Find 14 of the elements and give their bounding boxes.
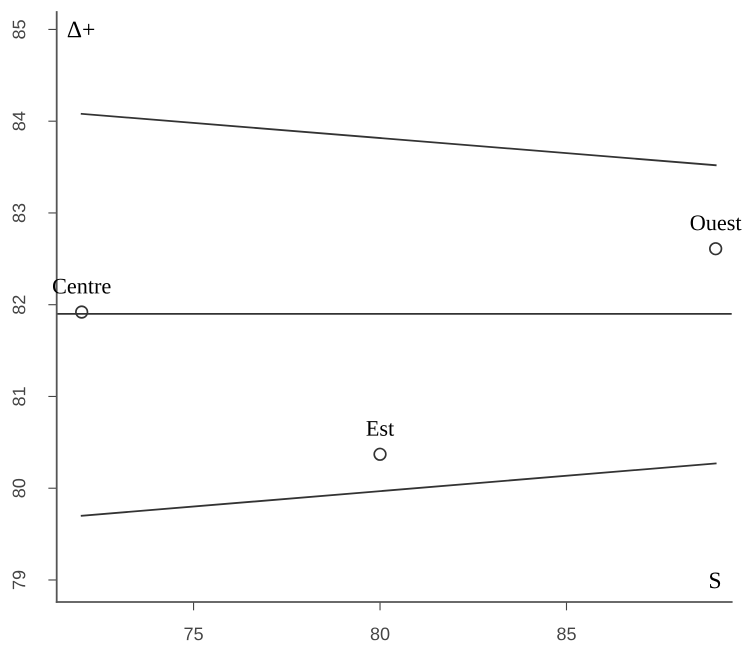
y-tick-label: 82 — [12, 296, 26, 314]
annotation: Ouest — [690, 215, 742, 230]
y-tick-label: 79 — [12, 570, 26, 590]
y-tick-label: 83 — [12, 204, 26, 222]
x-tick-label: 80 — [370, 627, 390, 640]
x-tick-label: 75 — [184, 628, 203, 640]
y-tick-label: 84 — [12, 112, 26, 130]
y-tick-label: 85 — [12, 20, 26, 39]
y-tick-label: 80 — [12, 478, 26, 498]
x-tick-label: 85 — [557, 627, 576, 640]
y-axis-title: Δ+ — [68, 22, 94, 38]
x-axis-title: S — [710, 572, 720, 588]
annotation: Est — [366, 421, 394, 436]
y-tick-label: 81 — [12, 387, 26, 406]
